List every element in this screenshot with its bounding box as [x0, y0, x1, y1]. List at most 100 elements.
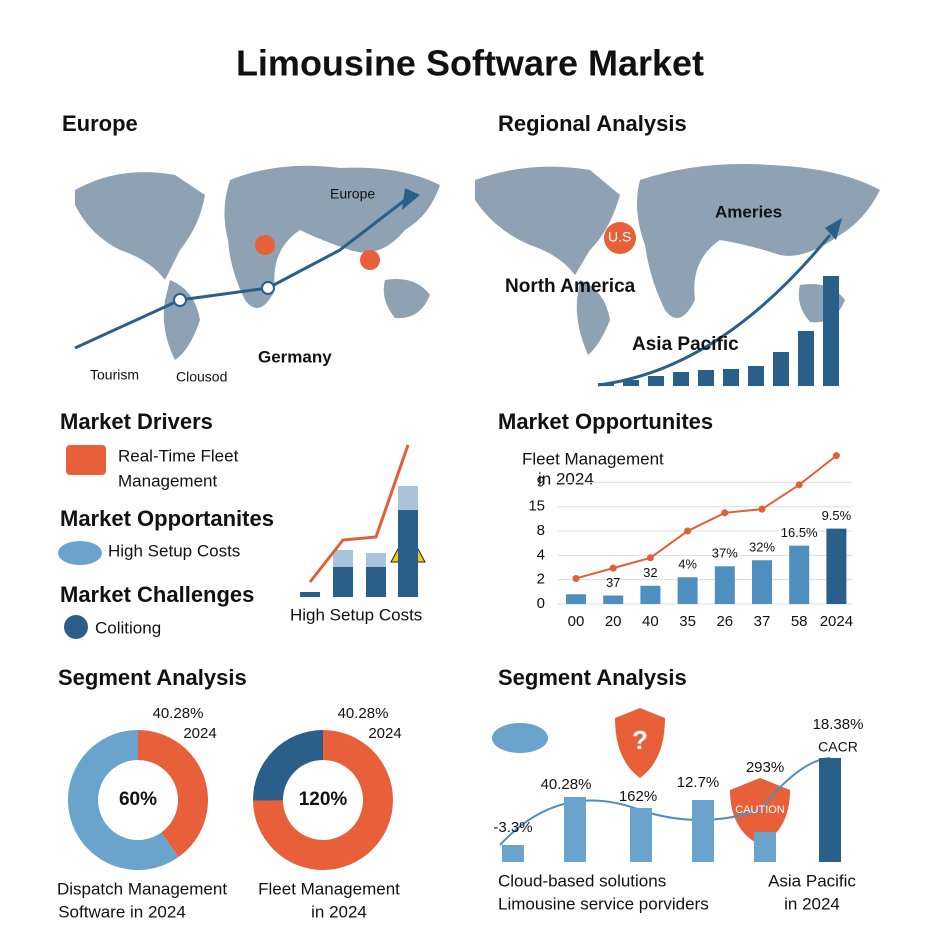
annotation: 162%: [619, 788, 657, 805]
line-point: [572, 574, 580, 582]
label: Real-Time Fleet: [118, 446, 239, 465]
bar-segment: [398, 510, 418, 597]
annotation: 293%: [746, 759, 784, 776]
annotation: -3.3%: [493, 819, 532, 836]
bar-segment: [398, 486, 418, 510]
label: Tourism: [90, 367, 139, 383]
bar-segment: [300, 592, 320, 597]
label: Regional Analysis: [498, 111, 687, 136]
bar: [789, 545, 810, 604]
badge: CAUTION: [735, 804, 785, 816]
caption: Asia Pacific: [768, 871, 856, 890]
icon: [255, 235, 275, 255]
bar: [748, 366, 764, 386]
caption: Dispatch Management: [57, 879, 227, 898]
y-tick-label: 0: [537, 595, 545, 612]
line-point: [832, 452, 840, 460]
x-tick-label: 2024: [820, 613, 853, 630]
label: Segment Analysis: [58, 665, 247, 690]
bar-note: 4%: [678, 557, 697, 572]
bar: [698, 370, 714, 386]
y-tick-label: 9: [537, 473, 545, 490]
line-point: [646, 554, 654, 562]
icon: [360, 250, 380, 270]
label: Market Opportanites: [60, 506, 274, 531]
fleet-icon: [66, 445, 106, 475]
y-tick-label: 4: [537, 546, 545, 563]
label: Germany: [258, 347, 332, 366]
label: Market Drivers: [60, 409, 213, 434]
x-tick-label: 26: [716, 613, 733, 630]
bar: [819, 758, 841, 862]
label: in 2024: [538, 469, 594, 488]
note: CACR: [818, 739, 858, 755]
bar: [564, 797, 586, 862]
annotation: 18.38%: [813, 716, 864, 733]
node: [173, 293, 187, 307]
line-point: [721, 509, 729, 517]
label: U.S: [608, 229, 631, 245]
shield-icon: [615, 708, 665, 778]
x-tick-label: 20: [605, 613, 622, 630]
caption: Limousine service porviders: [498, 894, 709, 913]
bar-note: 32%: [749, 540, 775, 555]
x-tick-label: 58: [791, 613, 808, 630]
caution-shield: [730, 778, 790, 845]
bar-note: 37: [606, 575, 620, 590]
label: Fleet Management: [522, 449, 664, 468]
bar: [502, 845, 524, 862]
bar-segment: [333, 567, 353, 597]
bar: [826, 528, 847, 604]
bar: [692, 800, 714, 862]
arrow-head: [402, 188, 420, 210]
trend-curve: [499, 757, 831, 846]
y-tick-label: 2: [537, 571, 545, 588]
label: Ameries: [715, 202, 782, 221]
x-tick-label: 37: [754, 613, 771, 630]
value-label: 40.28%: [153, 705, 204, 722]
trend-line: [308, 444, 410, 583]
bar: [723, 369, 739, 386]
bar-segment: [366, 553, 386, 567]
y-tick-label: 15: [528, 498, 545, 515]
trend-arrow: [597, 234, 832, 387]
bar: [640, 585, 661, 604]
node: [261, 281, 275, 295]
bar: [823, 276, 839, 386]
bar: [673, 372, 689, 386]
label: High Setup Costs: [290, 605, 422, 624]
line: [575, 454, 838, 580]
line-point: [684, 527, 692, 535]
x-tick-label: 35: [679, 613, 696, 630]
bar: [598, 383, 614, 386]
annotation: 12.7%: [677, 774, 720, 791]
cloud-icon: [492, 723, 548, 753]
bar: [566, 594, 586, 604]
cloud-icon: [58, 541, 102, 565]
x-tick-label: 40: [642, 613, 659, 630]
caption: Cloud-based solutions: [498, 871, 666, 890]
label: Market Opportunites: [498, 409, 713, 434]
bar: [677, 577, 698, 604]
bar: [752, 560, 772, 604]
bar-segment: [333, 550, 353, 567]
label: Europe: [330, 186, 375, 202]
annotation: 40.28%: [541, 776, 592, 793]
value-label: 40.28%: [338, 705, 389, 722]
bar: [630, 808, 652, 862]
label: Europe: [62, 111, 138, 136]
bar: [623, 380, 639, 386]
bar: [754, 832, 776, 862]
caption: in 2024: [784, 894, 840, 913]
label: North America: [505, 276, 636, 297]
bar-note: 37%: [712, 546, 738, 561]
center-label: 120%: [299, 789, 348, 810]
regional-map: [475, 164, 880, 355]
page-title: Limousine Software Market: [236, 43, 704, 84]
year-label: 2024: [183, 725, 216, 742]
challenge-icon: [64, 615, 88, 639]
bar: [603, 595, 624, 604]
label: Segment Analysis: [498, 665, 687, 690]
arrow-head: [825, 218, 842, 240]
